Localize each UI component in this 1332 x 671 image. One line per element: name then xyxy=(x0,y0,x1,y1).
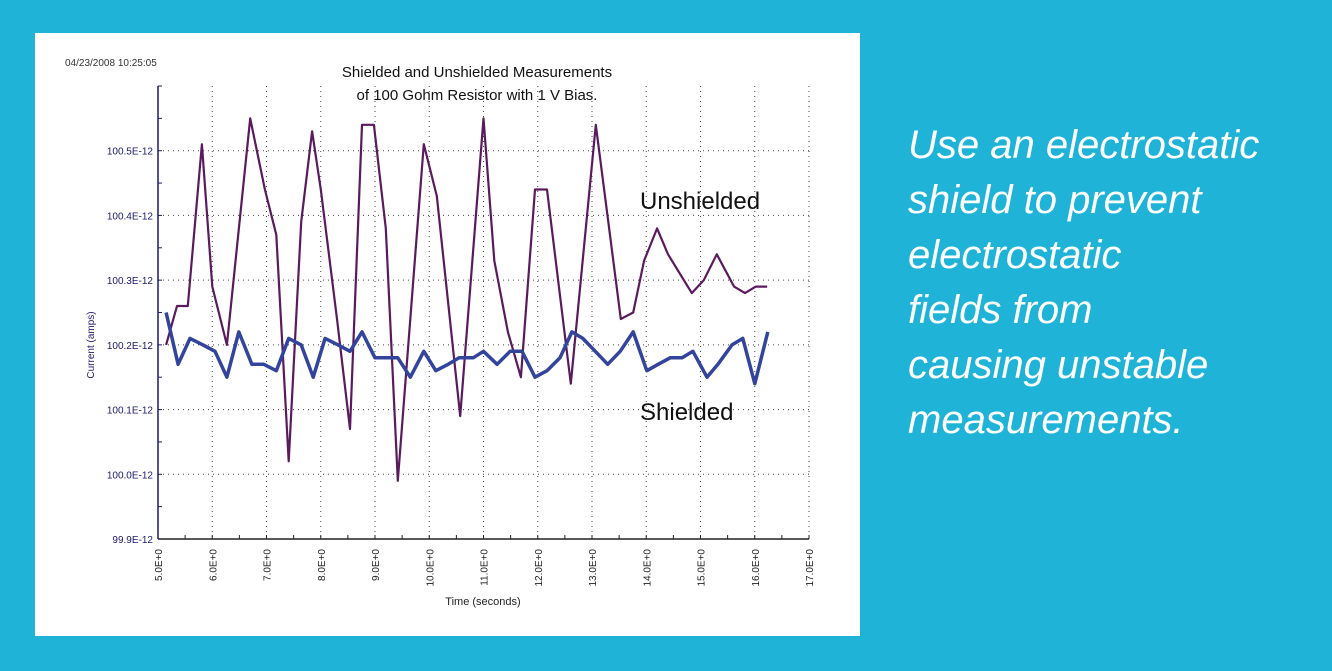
x-tick-label: 12.0E+0 xyxy=(534,549,545,587)
y-tick-label: 100.3E-12 xyxy=(107,276,154,287)
caption-line: shield to prevent xyxy=(908,178,1202,222)
chart-title-line-2: of 100 Gohm Resistor with 1 V Bias. xyxy=(357,87,598,104)
series-line-unshielded xyxy=(165,117,768,482)
chart-title-line-1: Shielded and Unshielded Measurements xyxy=(342,64,612,81)
caption-line: causing unstable xyxy=(908,343,1209,387)
series-line-shielded xyxy=(164,312,770,386)
caption-line: Use an electrostatic xyxy=(908,123,1260,167)
y-tick-label: 100.2E-12 xyxy=(107,341,154,352)
y-tick-label: 100.1E-12 xyxy=(107,406,154,417)
x-tick-label: 5.0E+0 xyxy=(154,549,165,581)
x-tick-label: 16.0E+0 xyxy=(751,549,762,587)
series-label-unshielded: Unshielded xyxy=(640,188,760,215)
caption-line: measurements. xyxy=(908,398,1184,442)
x-tick-label: 15.0E+0 xyxy=(697,549,708,587)
x-tick-label: 6.0E+0 xyxy=(208,549,219,581)
x-tick-label: 13.0E+0 xyxy=(588,549,599,587)
x-tick-label: 7.0E+0 xyxy=(263,549,274,581)
y-tick-label: 100.5E-12 xyxy=(107,147,154,158)
chart-panel: 04/23/2008 10:25:05 Shielded and Unshiel… xyxy=(35,33,860,636)
y-tick-label: 100.4E-12 xyxy=(107,211,154,222)
x-tick-label: 11.0E+0 xyxy=(480,549,491,586)
x-tick-label: 17.0E+0 xyxy=(805,549,816,587)
x-tick-label: 10.0E+0 xyxy=(425,549,436,587)
caption-line: fields from xyxy=(908,288,1093,332)
caption-line: electrostatic xyxy=(908,233,1122,277)
caption-text: Use an electrostatic shield to prevent e… xyxy=(908,118,1318,448)
x-tick-label: 9.0E+0 xyxy=(371,549,382,581)
y-tick-label: 100.0E-12 xyxy=(107,470,154,481)
x-axis-label: Time (seconds) xyxy=(445,596,520,608)
x-tick-label: 8.0E+0 xyxy=(317,549,328,581)
y-axis-label: Current (amps) xyxy=(86,311,97,378)
x-tick-label: 14.0E+0 xyxy=(642,549,653,587)
y-tick-label: 99.9E-12 xyxy=(112,535,153,546)
line-chart: 04/23/2008 10:25:05 Shielded and Unshiel… xyxy=(65,58,816,608)
series-label-shielded: Shielded xyxy=(640,399,733,426)
chart-timestamp: 04/23/2008 10:25:05 xyxy=(65,58,157,69)
